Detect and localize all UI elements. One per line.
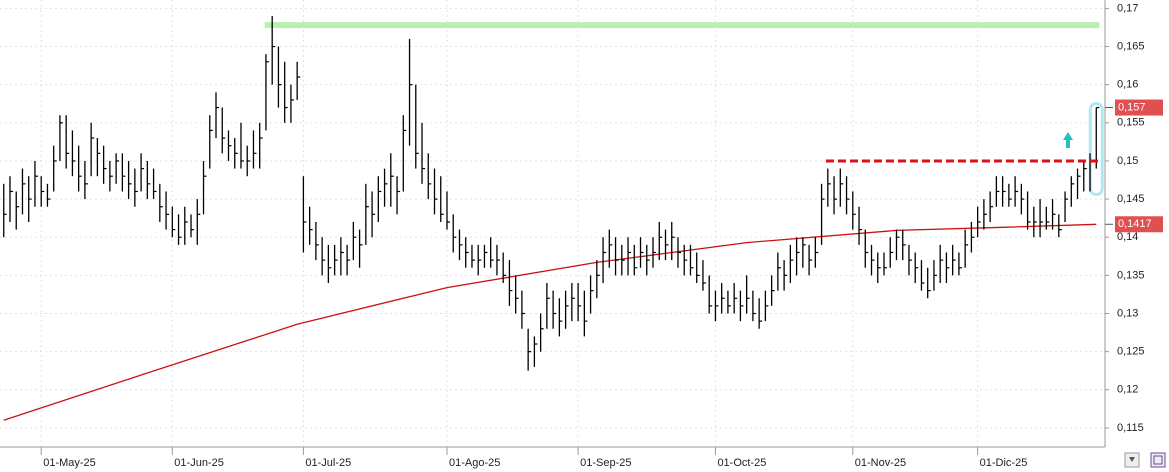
y-tick-label: 0,12 [1117, 384, 1138, 396]
price-label: 0,1417 [1118, 218, 1152, 230]
y-tick-label: 0,14 [1117, 231, 1138, 243]
x-tick-label: 01-Sep-25 [580, 457, 631, 469]
x-tick-label: 01-Oct-25 [717, 457, 766, 469]
y-tick-label: 0,15 [1117, 155, 1138, 167]
highlight [1088, 102, 1104, 197]
up-arrow [1063, 132, 1073, 148]
x-tick-label: 01-Ago-25 [449, 457, 500, 469]
y-tick-label: 0,17 [1117, 2, 1138, 14]
x-tick-label: 01-Dic-25 [980, 457, 1028, 469]
x-tick-label: 01-Nov-25 [855, 457, 906, 469]
y-tick-label: 0,13 [1117, 307, 1138, 319]
y-tick-label: 0,115 [1117, 422, 1144, 434]
y-tick-label: 0,145 [1117, 193, 1145, 205]
save-button[interactable] [1150, 452, 1166, 468]
x-tick-label: 01-Jun-25 [174, 457, 224, 469]
y-tick-label: 0,16 [1117, 79, 1138, 91]
y-tick-label: 0,125 [1117, 346, 1145, 358]
y-tick-label: 0,165 [1117, 40, 1145, 52]
y-tick-label: 0,135 [1117, 269, 1145, 281]
x-tick-label: 01-Jul-25 [305, 457, 351, 469]
x-tick-label: 01-May-25 [43, 457, 96, 469]
price-label-box [1115, 216, 1163, 233]
save-icon [1153, 455, 1163, 465]
y-tick-label: 0,155 [1117, 117, 1145, 129]
price-label: 0,157 [1118, 101, 1146, 113]
price-label-box [1115, 99, 1163, 116]
scroll-icon [1129, 457, 1135, 462]
